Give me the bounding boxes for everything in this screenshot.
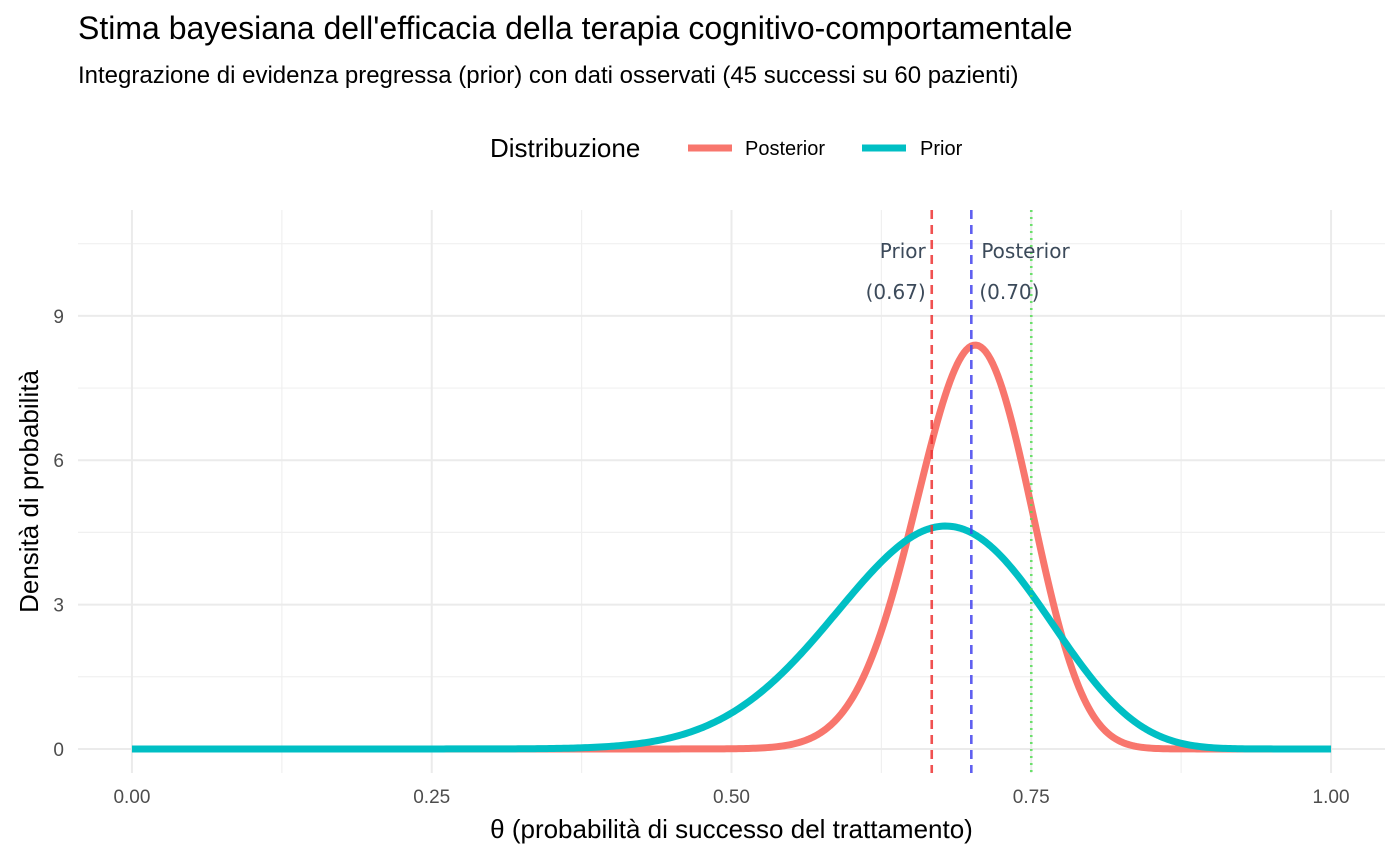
x-tick-label: 0.50 xyxy=(713,787,750,808)
annotation-value: (0.67) xyxy=(866,280,926,304)
x-tick-label: 0.25 xyxy=(413,787,450,808)
legend-label-posterior: Posterior xyxy=(745,138,825,160)
series-line-prior xyxy=(130,522,1333,753)
y-tick-label: 6 xyxy=(53,451,64,472)
legend-label-prior: Prior xyxy=(920,138,963,160)
x-tick-label: 1.00 xyxy=(1313,787,1350,808)
chart-subtitle: Integrazione di evidenza pregressa (prio… xyxy=(78,62,1019,89)
y-tick-label: 9 xyxy=(53,307,64,328)
y-axis-title: Densità di probabilità xyxy=(14,370,44,613)
chart-title: Stima bayesiana dell'efficacia della ter… xyxy=(78,10,1073,46)
legend-title: Distribuzione xyxy=(490,133,640,163)
y-tick-label: 3 xyxy=(53,596,64,617)
y-tick-label: 0 xyxy=(53,740,64,761)
annotation-label: Posterior xyxy=(981,239,1070,263)
annotation-label: Prior xyxy=(880,239,927,263)
x-tick-label: 0.75 xyxy=(1013,787,1050,808)
annotation-value: (0.70) xyxy=(979,280,1039,304)
x-axis-title: θ (probabilità di successo del trattamen… xyxy=(490,814,973,844)
x-tick-label: 0.00 xyxy=(113,787,150,808)
